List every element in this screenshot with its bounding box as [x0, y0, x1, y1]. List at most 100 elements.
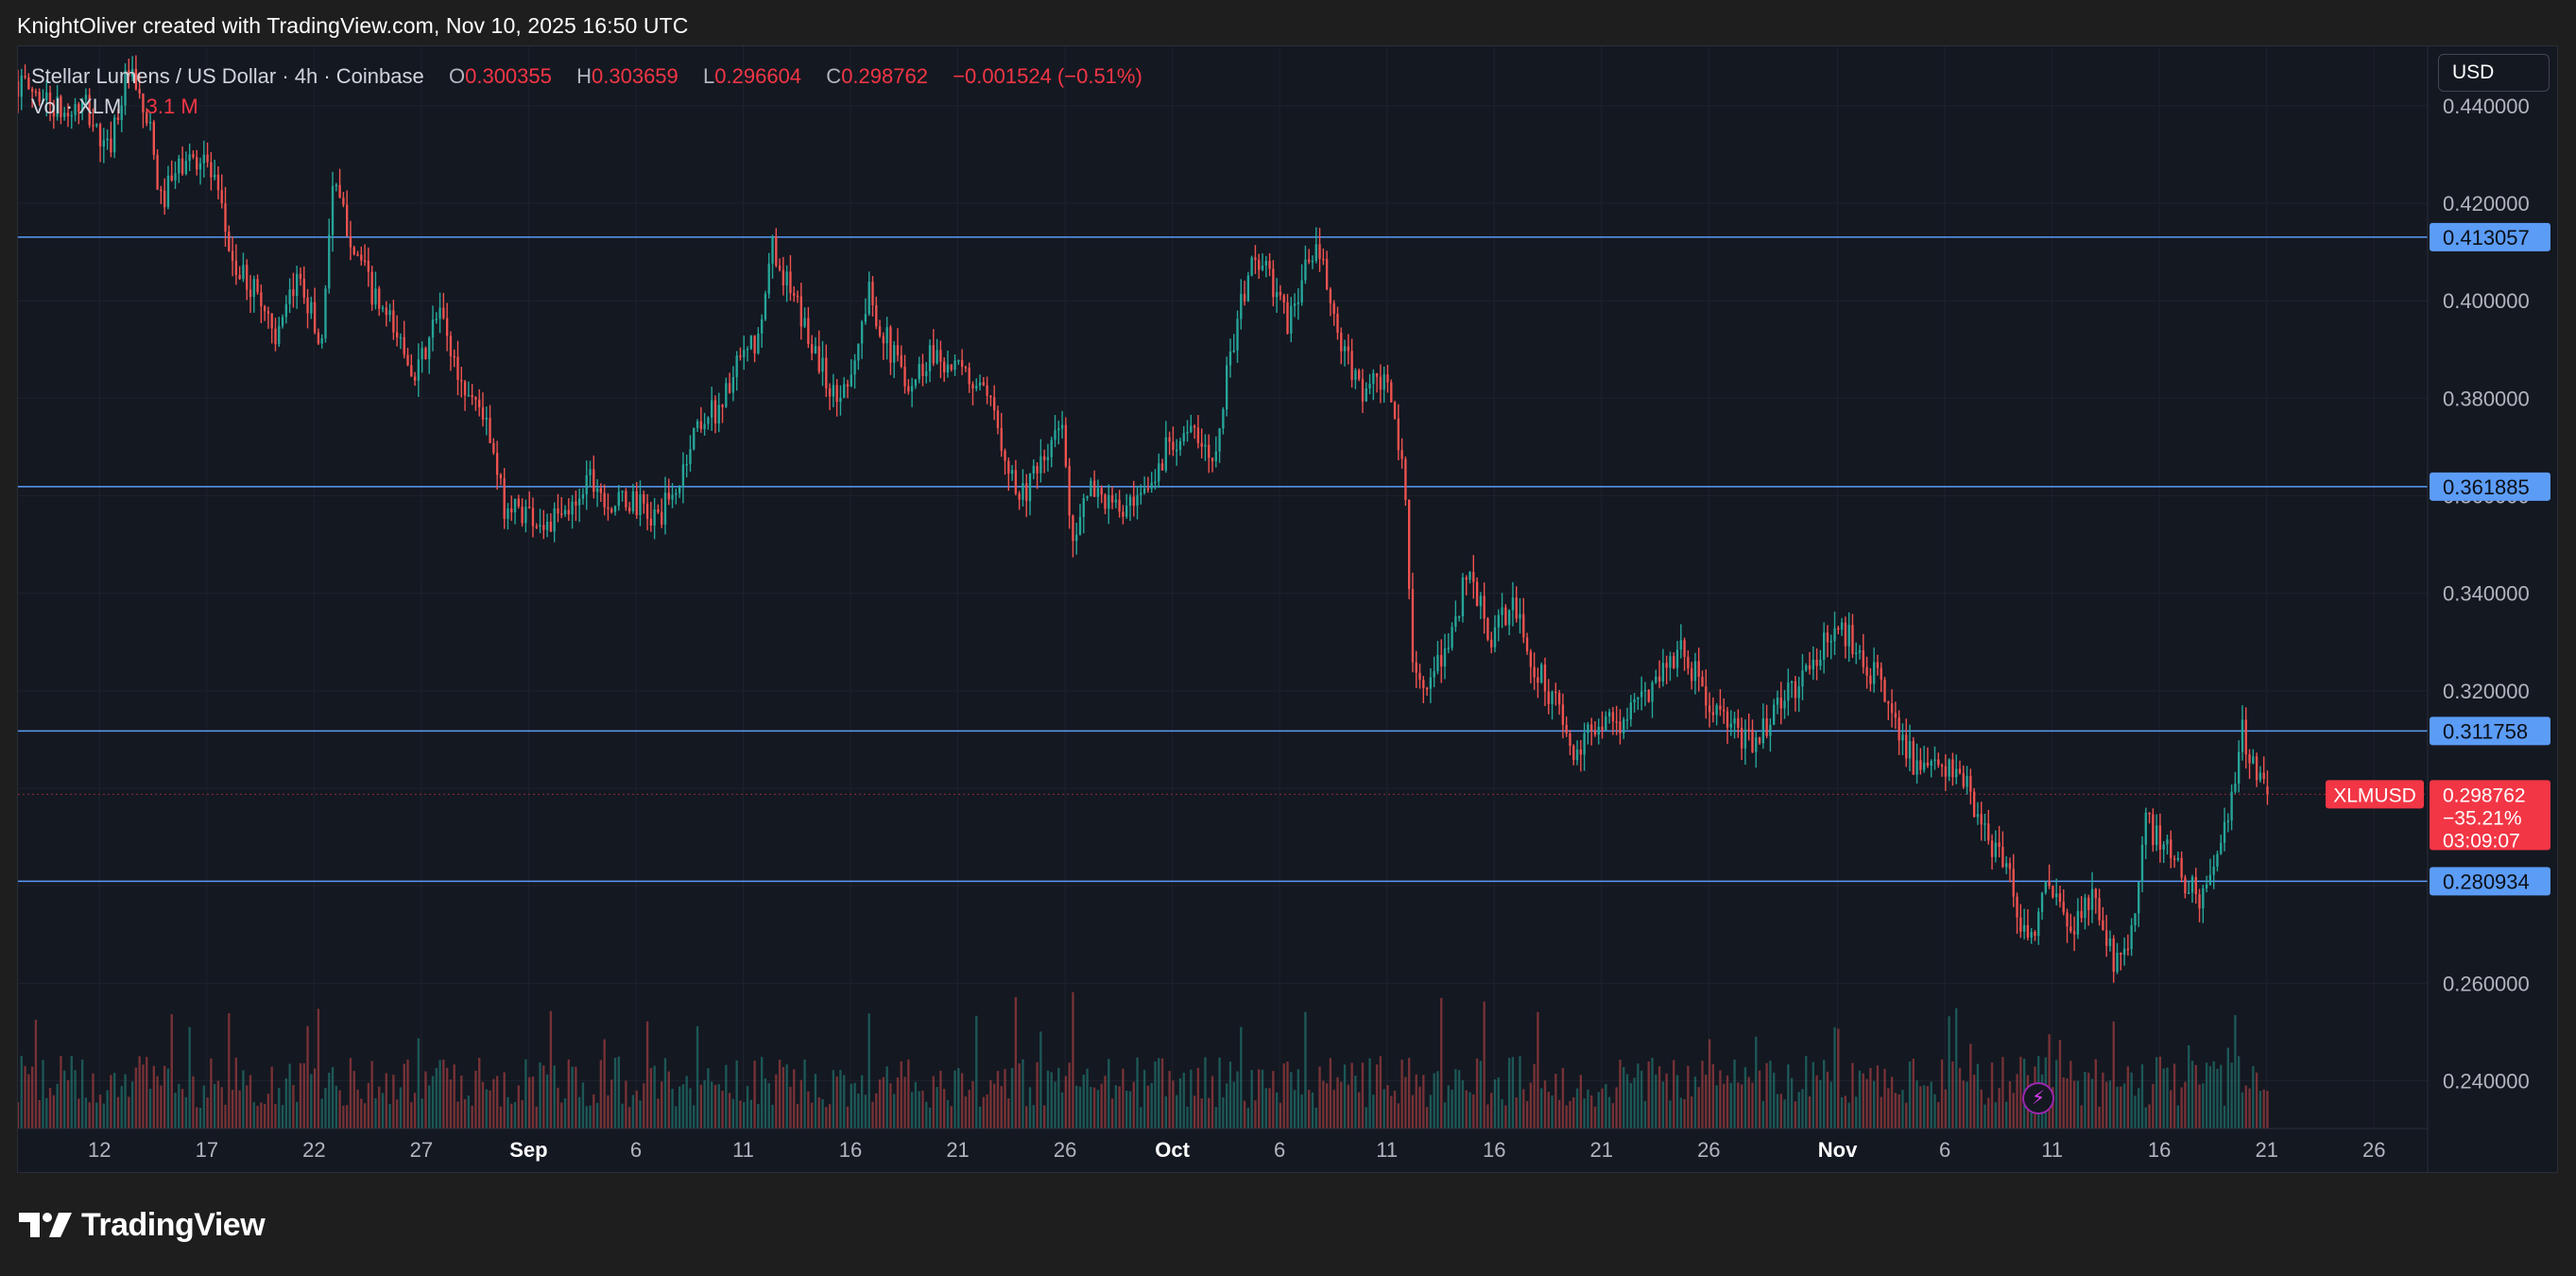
candle-body: [1186, 432, 1189, 434]
candle: [1940, 763, 1944, 777]
candle: [889, 324, 892, 375]
volume-bar: [2058, 1040, 2062, 1129]
candle-body: [1729, 723, 1732, 728]
candle: [867, 271, 870, 317]
candle: [1379, 364, 1382, 404]
candle-body: [220, 190, 223, 204]
candle: [1293, 293, 1297, 318]
candle: [1282, 293, 1285, 314]
candle: [817, 330, 820, 374]
candle: [1855, 642, 1858, 664]
candle-body: [349, 236, 352, 248]
candle: [1805, 663, 1808, 672]
volume-bar: [1375, 1064, 1379, 1129]
candle-body: [1679, 640, 1682, 650]
candle: [971, 381, 974, 405]
candle: [1708, 692, 1711, 728]
candle-body: [1665, 663, 1668, 668]
volume-bar: [2066, 1078, 2069, 1129]
candle-body: [1797, 686, 1800, 698]
candle: [20, 68, 23, 111]
candle-body: [2090, 888, 2094, 910]
candle-body: [388, 310, 391, 316]
volume-bar: [445, 1067, 449, 1129]
price-tick-label: 0.240000: [2443, 1069, 2530, 1093]
candle: [1643, 681, 1647, 707]
candle: [1218, 427, 1221, 463]
currency-selector[interactable]: USD: [2438, 54, 2550, 92]
candle-body: [146, 112, 148, 124]
candle-body: [1118, 499, 1121, 512]
volume-bar: [1844, 1095, 1847, 1129]
volume-bar: [346, 1105, 349, 1129]
volume-bar: [575, 1066, 577, 1129]
volume-bar: [438, 1060, 441, 1129]
candle: [385, 301, 387, 327]
candle: [1092, 470, 1096, 497]
volume-bar: [192, 1076, 195, 1129]
price-chart[interactable]: 0.4400000.4200000.4000000.3800000.360000…: [18, 46, 2557, 1172]
volume-bar: [102, 1103, 106, 1129]
candle-body: [1743, 729, 1747, 749]
candle: [796, 290, 799, 303]
volume-bar: [875, 1093, 878, 1129]
candle: [599, 483, 603, 503]
volume-bar: [435, 1067, 438, 1129]
volume-bar: [1769, 1060, 1772, 1129]
candle: [2112, 935, 2115, 983]
volume-bar: [989, 1079, 992, 1129]
chart-panel[interactable]: 0.4400000.4200000.4000000.3800000.360000…: [17, 45, 2558, 1173]
volume-bar: [2241, 1092, 2244, 1129]
lightning-icon[interactable]: ⚡: [2022, 1082, 2054, 1114]
volume-bar: [1858, 1070, 1862, 1129]
price-tick-label: 0.440000: [2443, 95, 2530, 118]
candle: [1633, 693, 1636, 713]
volume-bar: [249, 1075, 252, 1129]
candle: [1475, 577, 1479, 607]
candle: [2012, 854, 2015, 907]
volume-bar: [1118, 1086, 1121, 1129]
candle-body: [1158, 463, 1160, 482]
candle-body: [198, 163, 202, 170]
volume-bar: [1440, 997, 1443, 1129]
volume-bar: [1365, 1107, 1367, 1129]
volume-bar: [292, 1084, 295, 1129]
candle-body: [1647, 690, 1650, 702]
volume-bar: [1347, 1084, 1350, 1129]
candle-body: [2102, 920, 2104, 931]
candle-body: [1250, 257, 1253, 276]
candle-body: [2062, 902, 2065, 913]
volume-bar: [1311, 1092, 1314, 1129]
candle-body: [761, 319, 764, 334]
volume-bar: [1465, 1090, 1468, 1129]
volume-bar: [918, 1091, 920, 1129]
candle: [1497, 609, 1500, 642]
candle: [1297, 287, 1300, 320]
volume-bar: [867, 1013, 870, 1129]
candle-body: [1246, 275, 1250, 302]
candle-body: [1525, 637, 1529, 652]
candle-body: [1140, 492, 1142, 495]
volume-bar: [667, 1071, 670, 1129]
candle: [163, 178, 166, 216]
volume-bar: [1711, 1063, 1715, 1129]
candle-body: [2262, 772, 2265, 780]
candle: [2016, 892, 2018, 935]
candle-body: [545, 521, 549, 530]
candle: [749, 335, 752, 351]
candle-body: [1304, 259, 1307, 281]
candle: [639, 480, 642, 526]
volume-bar: [567, 1059, 570, 1129]
candle-body: [1150, 482, 1153, 489]
volume-bar: [231, 1089, 234, 1129]
volume-bar: [649, 1067, 653, 1129]
candle: [2205, 875, 2208, 893]
candle: [1057, 420, 1060, 445]
candle-body: [102, 140, 106, 147]
candle: [828, 383, 832, 410]
candle: [663, 476, 667, 535]
volume-bar: [1447, 1085, 1450, 1129]
candle-body: [1208, 444, 1211, 458]
candle: [803, 307, 806, 329]
candle-body: [27, 77, 30, 90]
